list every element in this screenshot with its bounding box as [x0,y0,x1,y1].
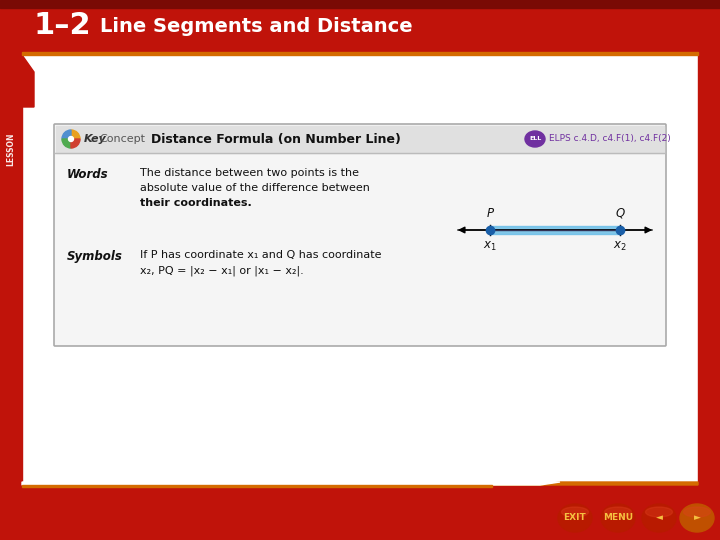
Ellipse shape [680,504,714,532]
Text: Q: Q [616,207,625,220]
Bar [0,0,720,8]
Bar [0,0,22,540]
Text: Symbols: Symbols [67,250,123,263]
Polygon shape [0,55,34,107]
Bar [22,485,492,487]
Bar [698,0,720,540]
Ellipse shape [525,131,545,147]
Ellipse shape [605,507,631,517]
Text: The distance between two points is the: The distance between two points is the [140,168,359,178]
Ellipse shape [646,507,672,517]
Text: Concept: Concept [99,134,145,144]
Text: Distance Formula (on Number Line): Distance Formula (on Number Line) [151,132,401,145]
Text: ELL: ELL [529,137,541,141]
FancyBboxPatch shape [22,55,698,485]
Text: $x_1$: $x_1$ [483,240,497,253]
Bar [22,52,698,55]
Ellipse shape [601,504,635,532]
Text: 1–2: 1–2 [33,11,91,40]
Ellipse shape [562,507,588,517]
Bar [56,126,664,153]
Text: Words: Words [67,168,109,181]
Text: ELPS c.4.D, c4.F(1), c4.F(2): ELPS c.4.D, c4.F(1), c4.F(2) [549,134,671,144]
Wedge shape [62,139,71,148]
Text: $x_2$: $x_2$ [613,240,627,253]
Text: ◄: ◄ [656,514,662,523]
Bar [490,226,620,234]
Wedge shape [71,130,80,139]
Polygon shape [22,482,560,485]
Ellipse shape [683,507,711,517]
Text: MENU: MENU [603,514,633,523]
Text: absolute value of the difference between: absolute value of the difference between [140,183,370,193]
Text: their coordinates.: their coordinates. [140,198,252,208]
Text: P: P [487,207,494,220]
Text: If P has coordinate x₁ and Q has coordinate: If P has coordinate x₁ and Q has coordin… [140,250,382,260]
Ellipse shape [642,504,676,532]
Bar [0,485,720,540]
Text: EXIT: EXIT [564,514,586,523]
Text: x₂, PQ = |x₂ − x₁| or |x₁ − x₂|.: x₂, PQ = |x₂ − x₁| or |x₁ − x₂|. [140,265,304,275]
Text: LESSON: LESSON [6,132,16,165]
Polygon shape [22,482,698,485]
Text: ►: ► [693,514,701,523]
Circle shape [68,137,73,141]
Wedge shape [62,130,71,139]
Ellipse shape [558,504,592,532]
Text: Key: Key [84,134,107,144]
Polygon shape [22,55,698,485]
FancyBboxPatch shape [54,124,666,346]
Bar [0,0,720,52]
Wedge shape [71,139,80,148]
Text: Line Segments and Distance: Line Segments and Distance [100,17,413,36]
